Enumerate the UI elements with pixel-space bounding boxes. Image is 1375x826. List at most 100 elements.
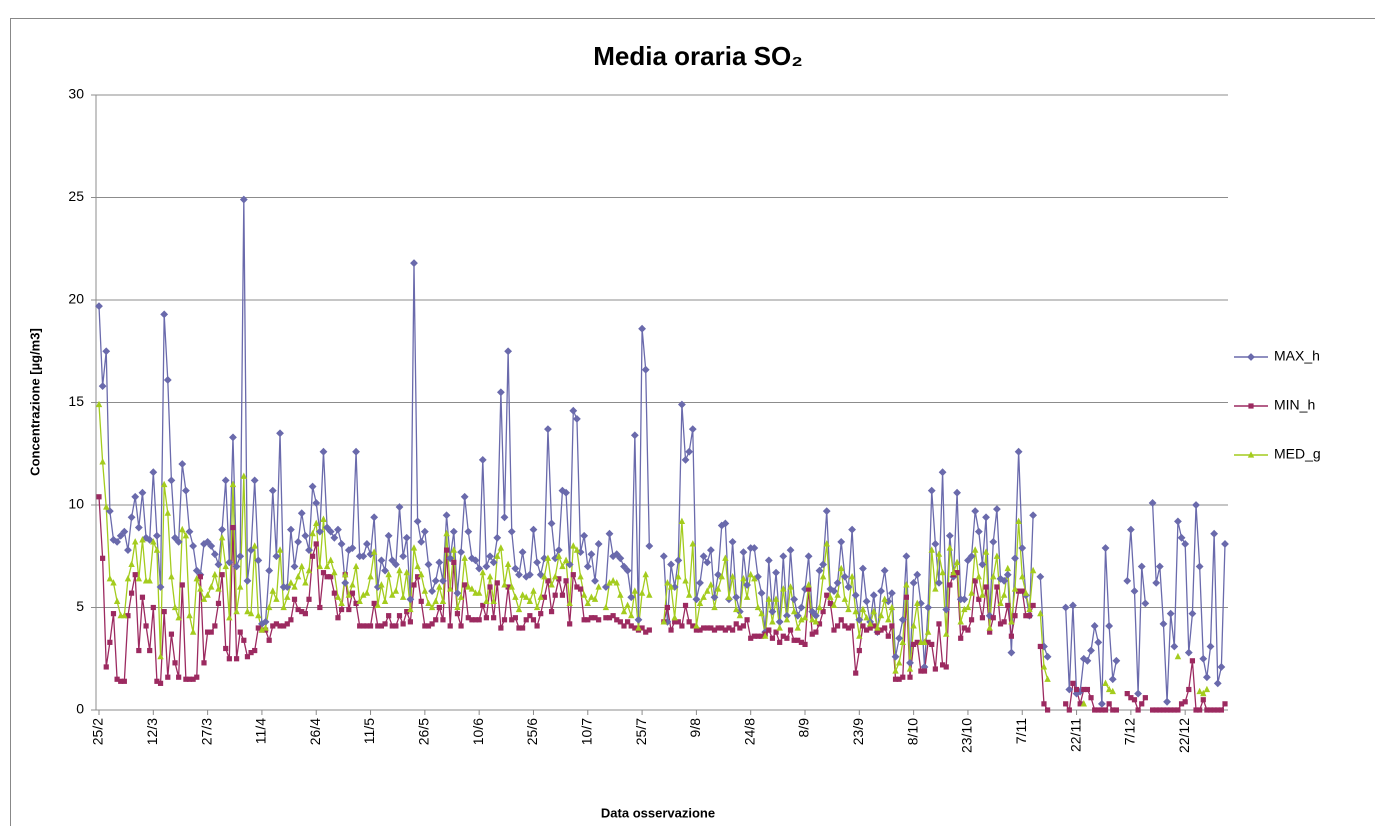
point-marker	[1168, 707, 1174, 713]
point-marker	[609, 577, 617, 584]
point-marker	[226, 656, 232, 662]
point-marker	[968, 617, 975, 623]
point-marker	[870, 607, 878, 615]
point-marker	[404, 609, 410, 615]
point-marker	[1008, 633, 1014, 639]
point-marker	[208, 583, 215, 590]
point-marker	[902, 552, 911, 561]
point-marker	[453, 589, 462, 598]
point-marker	[910, 622, 917, 629]
point-marker	[1007, 648, 1016, 657]
point-marker	[842, 623, 848, 629]
point-marker	[772, 568, 780, 577]
point-marker	[1011, 585, 1019, 592]
point-marker	[320, 570, 327, 576]
point-marker	[645, 542, 654, 550]
x-tick-label: 26/5	[416, 718, 432, 745]
point-marker	[985, 611, 994, 620]
point-marker	[421, 587, 429, 594]
point-marker	[135, 575, 143, 582]
x-tick-label: 7/11	[1013, 718, 1029, 744]
point-marker	[290, 562, 299, 571]
point-marker	[1181, 540, 1190, 548]
point-marker	[921, 638, 928, 645]
point-marker	[862, 597, 871, 606]
point-marker	[520, 625, 526, 631]
point-marker	[200, 595, 208, 602]
point-marker	[527, 613, 533, 619]
point-marker	[874, 629, 881, 635]
point-marker	[491, 615, 497, 621]
point-marker	[961, 605, 968, 613]
point-marker	[845, 605, 852, 613]
point-marker	[1070, 680, 1076, 686]
point-marker	[740, 623, 747, 629]
point-marker	[1005, 602, 1011, 609]
point-marker	[363, 540, 371, 548]
point-marker	[215, 600, 222, 606]
point-marker	[960, 595, 969, 604]
point-marker	[556, 576, 562, 582]
point-marker	[591, 595, 599, 602]
point-marker	[943, 630, 950, 637]
point-marker	[617, 619, 623, 625]
point-marker	[664, 604, 671, 611]
point-marker	[678, 400, 686, 409]
point-marker	[871, 623, 877, 629]
point-marker	[174, 537, 183, 546]
y-tick-label: 30	[68, 86, 84, 102]
point-marker	[128, 560, 135, 568]
point-marker	[690, 623, 696, 629]
point-marker	[1073, 686, 1080, 693]
point-marker	[384, 531, 393, 540]
point-marker	[562, 488, 570, 497]
point-marker	[697, 627, 703, 633]
point-marker	[563, 578, 569, 584]
point-marker	[102, 347, 111, 356]
x-tick-label: 11/5	[361, 718, 377, 744]
point-marker	[482, 562, 491, 571]
point-marker	[728, 537, 737, 546]
point-marker	[892, 676, 899, 682]
point-marker	[204, 591, 211, 598]
point-marker	[552, 592, 558, 598]
point-marker	[672, 619, 678, 625]
point-marker	[1247, 353, 1255, 361]
point-marker	[1174, 517, 1182, 526]
point-marker	[610, 613, 616, 619]
point-marker	[1065, 685, 1074, 694]
point-marker	[929, 641, 935, 647]
point-marker	[457, 548, 465, 557]
point-marker	[761, 632, 769, 639]
point-marker	[848, 525, 856, 534]
point-marker	[375, 623, 381, 629]
point-marker	[900, 674, 906, 680]
point-marker	[885, 633, 891, 639]
point-marker	[226, 613, 233, 621]
point-marker	[798, 616, 805, 623]
point-marker	[693, 622, 700, 629]
point-marker	[827, 600, 833, 606]
point-marker	[316, 562, 324, 570]
point-marker	[381, 597, 389, 604]
point-marker	[816, 621, 823, 627]
point-marker	[110, 579, 117, 586]
point-marker	[616, 554, 625, 563]
point-marker	[769, 618, 776, 625]
point-marker	[294, 537, 303, 546]
point-marker	[685, 447, 694, 456]
point-marker	[229, 480, 237, 488]
point-marker	[356, 597, 363, 604]
point-marker	[465, 583, 472, 590]
point-marker	[889, 623, 895, 629]
point-marker	[1105, 622, 1114, 630]
point-marker	[815, 566, 824, 575]
point-marker	[106, 575, 114, 582]
point-marker	[284, 593, 291, 600]
point-marker	[921, 668, 928, 674]
point-marker	[612, 550, 621, 559]
point-marker	[461, 554, 468, 561]
point-marker	[255, 625, 261, 631]
x-tick-label: 26/4	[307, 718, 323, 745]
point-marker	[696, 599, 704, 606]
